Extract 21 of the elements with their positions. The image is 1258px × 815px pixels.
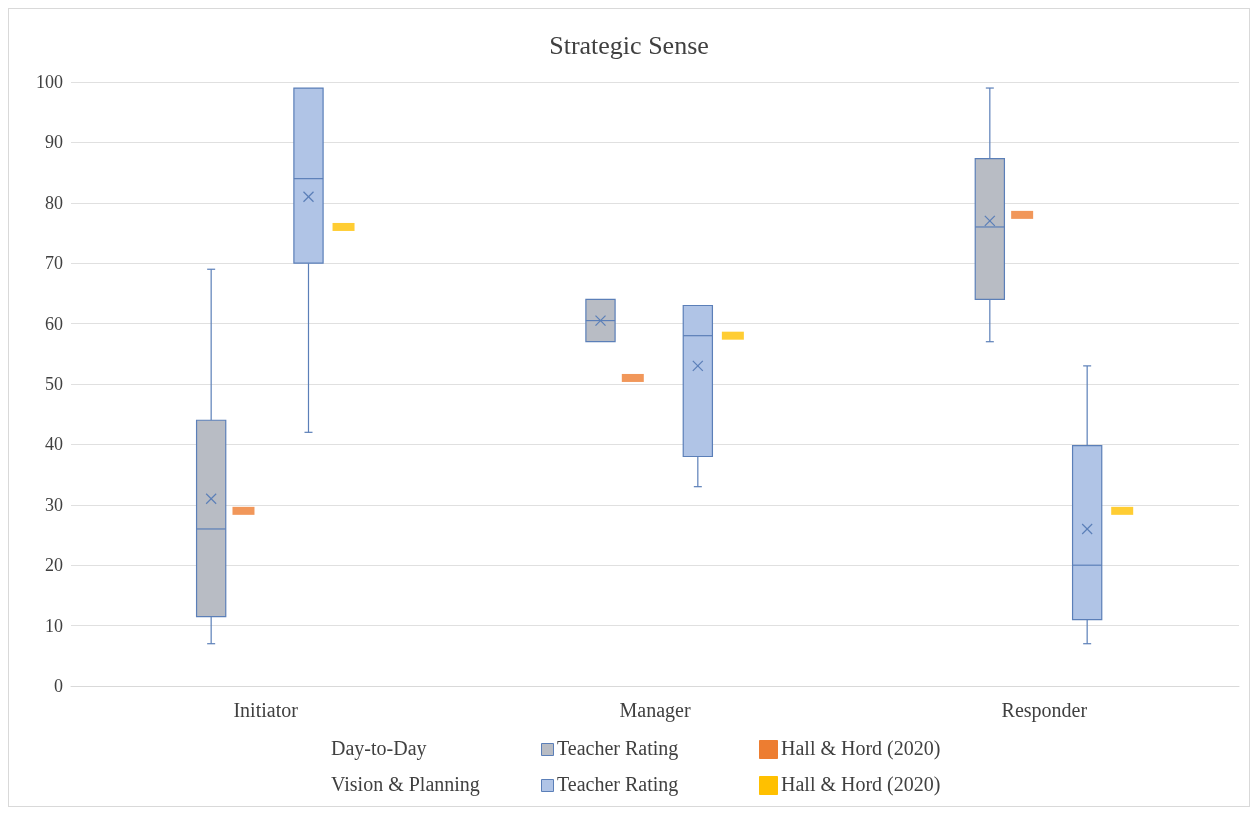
y-tick-label: 60 [45, 313, 63, 334]
x-tick-label: Initiator [233, 699, 299, 721]
y-tick-label: 40 [45, 434, 63, 455]
legend-label: Hall & Hord (2020) [781, 773, 941, 796]
y-tick-label: 10 [45, 615, 63, 636]
y-tick-label: 50 [45, 374, 63, 394]
x-tick-label: Manager [619, 699, 691, 722]
y-tick-label: 100 [36, 72, 63, 92]
legend-label: Hall & Hord (2020) [781, 737, 941, 760]
y-tick-label: 70 [45, 253, 63, 274]
text: Vision & Planning [331, 773, 480, 796]
text: Day-to-Day [331, 737, 427, 760]
legend-label: Teacher Rating [557, 737, 679, 760]
y-tick-label: 90 [45, 132, 63, 153]
y-tick-label: 20 [45, 555, 63, 576]
y-tick-label: 80 [45, 192, 63, 213]
x-tick-label: Responder [1001, 699, 1088, 722]
y-tick-label: 30 [45, 494, 63, 515]
chart-title: Strategic Sense [549, 30, 709, 60]
y-tick-label: 0 [54, 676, 63, 696]
legend-label: Teacher Rating [557, 773, 679, 796]
